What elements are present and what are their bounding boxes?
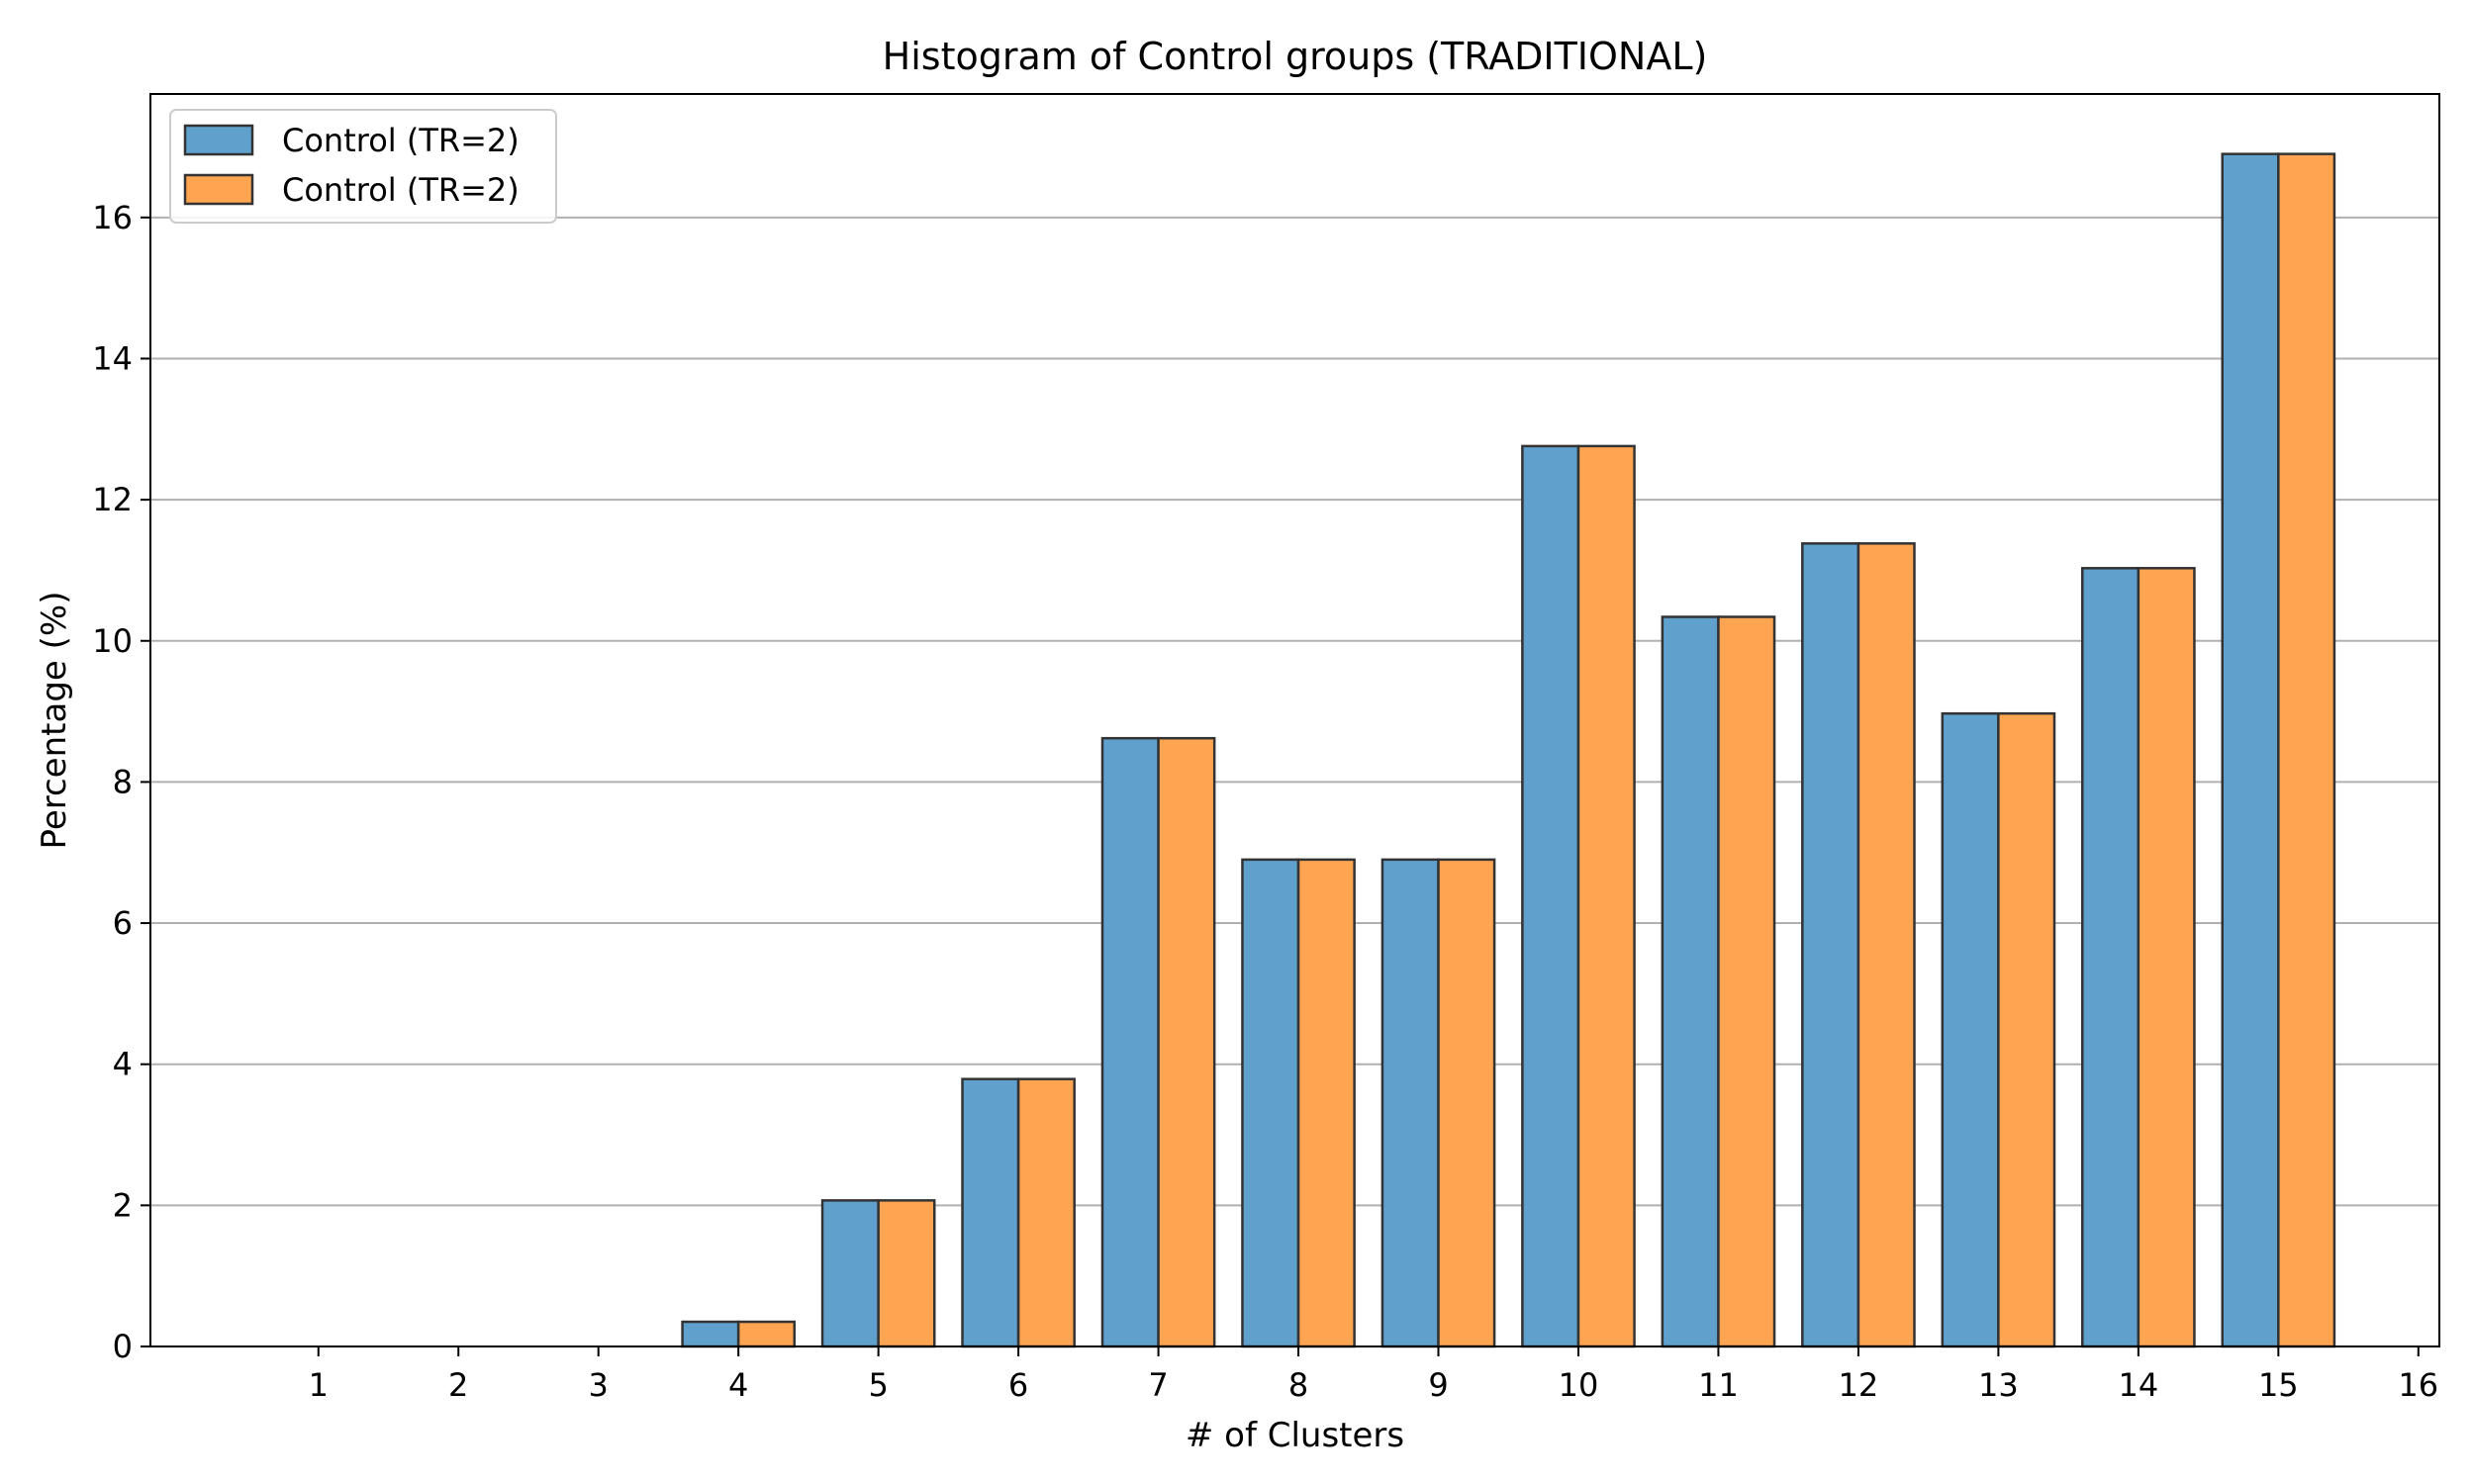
bar-series-1 [961,1077,1020,1348]
bar-series-1 [1521,444,1580,1348]
bar-series-2 [1717,615,1776,1348]
x-tick-label: 7 [1148,1366,1168,1404]
y-tick-label: 8 [113,763,133,800]
x-tick-label: 13 [1978,1366,2019,1404]
bar-series-2 [2277,152,2336,1348]
y-axis-label: Percentage (%) [35,592,74,850]
bar-series-1 [820,1199,880,1348]
x-tick-label: 6 [1008,1366,1028,1404]
x-tick-label: 16 [2398,1366,2438,1404]
y-tick-label: 6 [113,904,133,942]
x-tick-label: 1 [309,1366,329,1404]
x-axis-label: # of Clusters [1186,1416,1404,1455]
bar-series-1 [1801,542,1860,1348]
legend-label-1: Control (TR=2) [282,122,520,159]
legend-box [169,109,557,224]
x-tick-label: 5 [868,1366,888,1404]
y-tick-label: 14 [92,339,133,377]
bar-series-2 [1157,736,1216,1348]
bar-series-2 [736,1320,797,1348]
x-tick-label: 4 [728,1366,748,1404]
bar-series-2 [1576,444,1636,1348]
x-tick-label: 12 [1839,1366,1879,1404]
bar-series-1 [1380,858,1440,1348]
legend-swatch-2 [183,173,254,206]
y-tick-label: 2 [113,1186,133,1224]
y-tick-label: 4 [113,1046,133,1083]
bar-series-1 [1941,711,2000,1348]
x-tick-label: 15 [2258,1366,2299,1404]
x-tick-label: 9 [1428,1366,1448,1404]
x-tick-label: 8 [1288,1366,1308,1404]
bar-series-2 [1437,858,1496,1348]
x-tick-label: 14 [2118,1366,2158,1404]
bar-series-2 [1997,711,2056,1348]
x-tick-label: 2 [448,1366,468,1404]
x-tick-label: 11 [1698,1366,1739,1404]
bar-series-2 [1016,1077,1076,1348]
bar-series-2 [877,1199,936,1348]
bar-series-1 [1100,736,1160,1348]
chart-title: Histogram of Control groups (TRADITIONAL… [883,35,1708,78]
bar-series-1 [2081,567,2141,1348]
y-tick-label: 16 [92,199,133,236]
bar-series-2 [1856,542,1916,1348]
y-tick-label: 12 [92,481,133,518]
legend-swatch-1 [183,124,254,156]
bar-series-1 [1241,858,1300,1348]
bar-series-1 [681,1320,740,1348]
x-tick-label: 10 [1559,1366,1599,1404]
y-tick-label: 10 [92,622,133,660]
bars [681,152,2336,1348]
bar-series-2 [2137,567,2196,1348]
y-tick-label: 0 [113,1328,133,1365]
x-tick-label: 3 [589,1366,609,1404]
bar-series-2 [1296,858,1356,1348]
legend: Control (TR=2) Control (TR=2) [169,109,557,224]
bar-series-1 [2221,152,2280,1348]
legend-label-2: Control (TR=2) [282,171,520,209]
bar-series-1 [1661,615,1720,1348]
plot-frame [149,93,2440,1347]
